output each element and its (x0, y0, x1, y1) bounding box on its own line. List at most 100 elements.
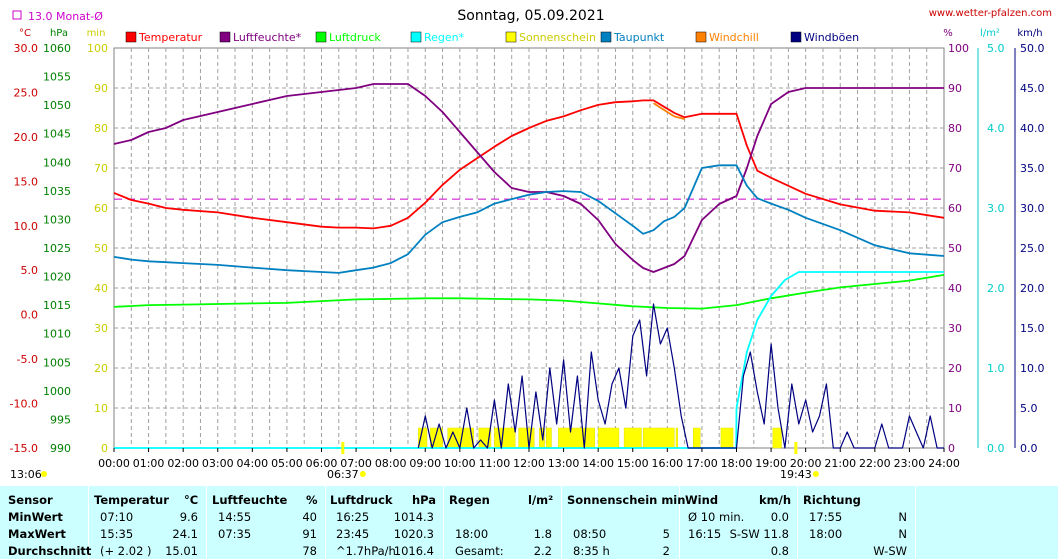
pressure-axis-tick-label: 1035 (43, 185, 71, 198)
stats-cell-hum_val: 91 (302, 527, 317, 541)
x-tick-label: 07:00 (340, 457, 372, 470)
temperature-axis-tick-label: -5.0 (17, 353, 38, 366)
wind-axis-tick-label: 5.0 (1020, 402, 1038, 415)
stats-cell-temp_time: (+ 2.02 ) (100, 544, 152, 558)
site-link[interactable]: www.wetter-pfalzen.com (929, 8, 1052, 19)
pressure-axis-tick-label: 1010 (43, 328, 71, 341)
pressure-axis-tick-label: 1015 (43, 299, 71, 312)
rain-unit: l/m² (528, 493, 554, 507)
pressure-axis-tick-label: 990 (50, 442, 71, 455)
unit-right-1: l/m² (980, 28, 1000, 39)
stats-cell-press_time: ^1.7hPa/h (336, 544, 396, 558)
chart-title: Sonntag, 05.09.2021 (457, 8, 604, 24)
sunshine-bar (518, 427, 535, 449)
series-luftfeuchte (113, 83, 944, 273)
temperature-axis-tick-label: -10.0 (10, 398, 38, 411)
stats-cell-rain_time: 18:00 (455, 527, 489, 541)
unit-left-1: hPa (50, 28, 68, 39)
stats-cell-label: MaxWert (8, 527, 66, 541)
x-tick-label: 23:00 (894, 457, 926, 470)
x-tick-label: 00:00 (98, 457, 130, 470)
sunshine-bar (720, 427, 734, 449)
x-tick-label: 02:00 (167, 457, 199, 470)
wind-unit: km/h (759, 493, 792, 507)
unit-right-0: % (943, 28, 953, 39)
pressure-axis-tick-label: 1005 (43, 356, 71, 369)
minutes-axis-tick-label: 70 (94, 162, 108, 175)
pressure-axis-tick-label: 1050 (43, 99, 71, 112)
legend-label: Sonnenschein (519, 31, 596, 44)
x-tick-label: 24:00 (928, 457, 960, 470)
axes-layer: 00:00 01:00 02:00 03:00 04:00 05:00 06:00 07:00… (10, 28, 1045, 481)
stats-cell-dir_time: 17:55 (809, 510, 843, 524)
minutes-axis-tick-label: 10 (94, 402, 108, 415)
temp-unit: °C (184, 493, 199, 507)
stats-cell-dir_val: N (898, 527, 907, 541)
legend-label: Regen* (424, 31, 465, 44)
sunshine-bar (546, 427, 552, 449)
x-tick-label: 15:00 (617, 457, 649, 470)
wind-axis-tick-label: 10.0 (1020, 362, 1045, 375)
x-tick-label: 11:00 (479, 457, 511, 470)
temperature-axis-tick-label: 30.0 (14, 42, 39, 55)
x-tick-label: 10:00 (444, 457, 476, 470)
pressure-axis-tick-label: 1000 (43, 385, 71, 398)
month-avg-marker-icon (12, 10, 22, 20)
pressure-axis-tick-label: 1020 (43, 271, 71, 284)
stats-cell-wind_time: Ø 10 min. (688, 510, 745, 524)
rain-axis-tick-label: 0.0 (987, 442, 1005, 455)
temperature-axis-tick-label: 0.0 (21, 309, 39, 322)
series-windchill (653, 102, 685, 120)
legend-swatch (505, 31, 517, 43)
x-tick-label: 14:00 (582, 457, 614, 470)
unit-left-2: min (87, 28, 106, 39)
stats-cell-wind_time: 16:15 (688, 527, 722, 541)
grid (113, 47, 945, 449)
minutes-axis-tick-label: 50 (94, 242, 108, 255)
stats-cell-temp_time: 15:35 (100, 527, 134, 541)
wind-axis-tick-label: 30.0 (1020, 202, 1045, 215)
pressure-axis-tick-label: 995 (50, 413, 71, 426)
humidity-axis-tick-label: 60 (948, 202, 962, 215)
sunshine-bar (597, 427, 620, 449)
series-layer (113, 83, 945, 449)
humidity-axis-tick-label: 80 (948, 122, 962, 135)
left-time-sun-icon (41, 471, 47, 477)
pressure-axis-tick-label: 1055 (43, 71, 71, 84)
temp-header: Temperatur (94, 493, 169, 507)
sensor-header: Sensor (8, 493, 53, 507)
sunset-label: 19:43 (780, 468, 812, 481)
humidity-axis-tick-label: 20 (948, 362, 962, 375)
legend-swatch (315, 31, 327, 43)
wind-header: Wind (685, 493, 719, 507)
rain-axis-tick-label: 4.0 (987, 122, 1005, 135)
hum-unit: % (306, 493, 318, 507)
humidity-axis-tick-label: 30 (948, 322, 962, 335)
sun-header: Sonnenschein min (567, 493, 686, 507)
legend-label: Windböen (804, 31, 859, 44)
legend-swatch (790, 31, 802, 43)
temperature-axis-tick-label: 25.0 (14, 86, 39, 99)
x-tick-label: 12:00 (513, 457, 545, 470)
legend-swatch (410, 31, 422, 43)
series-temperatur (113, 99, 945, 230)
minutes-axis-tick-label: 80 (94, 122, 108, 135)
legend-label: Temperatur (138, 31, 203, 44)
minutes-axis-tick-label: 90 (94, 82, 108, 95)
rain-axis-tick-label: 1.0 (987, 362, 1005, 375)
dir-header: Richtung (803, 493, 861, 507)
sunshine-bar (418, 427, 428, 449)
sunshine-bar (558, 427, 595, 449)
stats-cell-press_val: 1016.4 (393, 544, 434, 558)
press-unit: hPa (412, 493, 437, 507)
sunshine-bar (693, 427, 701, 449)
humidity-axis-tick-label: 50 (948, 242, 962, 255)
x-tick-label: 18:00 (721, 457, 753, 470)
legend-swatch (219, 31, 231, 43)
x-tick-label: 01:00 (133, 457, 165, 470)
wind-axis-tick-label: 20.0 (1020, 282, 1045, 295)
unit-right-2: km/h (1017, 28, 1042, 39)
stats-cell-sun_val: 2 (662, 544, 670, 558)
stats-cell-label: Durchschnitt (8, 544, 92, 558)
stats-cell-press_val: 1020.3 (393, 527, 434, 541)
